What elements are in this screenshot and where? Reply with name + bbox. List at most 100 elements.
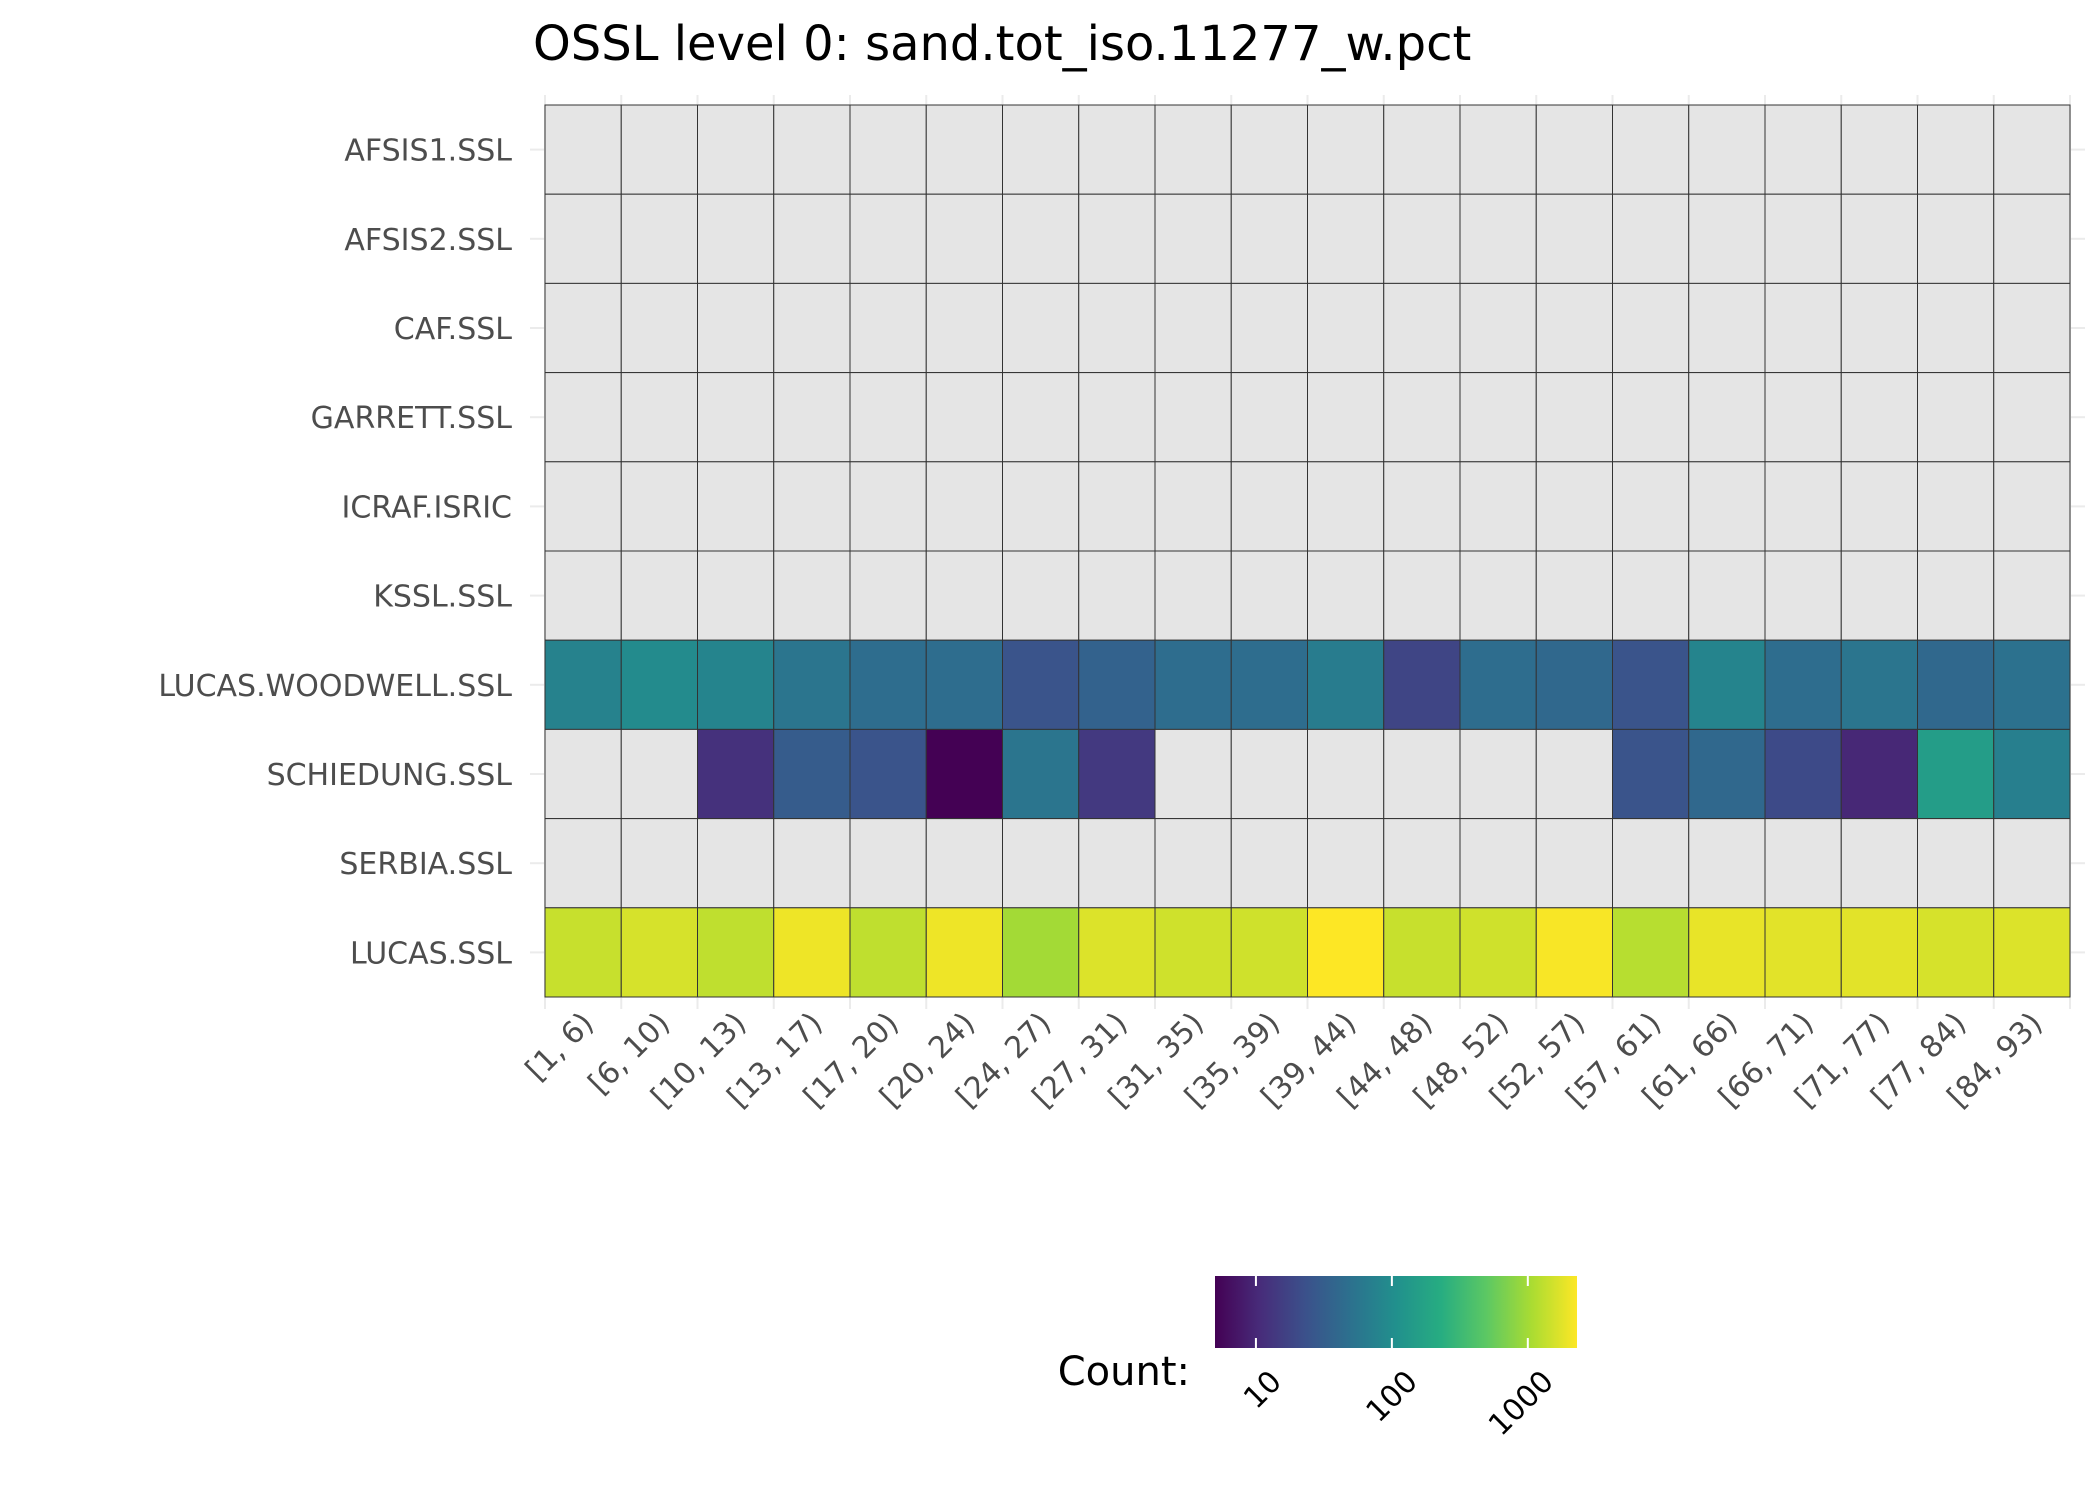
heatmap-cell <box>1840 104 1918 195</box>
heatmap-cell <box>1459 818 1537 909</box>
heatmap-cell <box>1993 372 2071 463</box>
heatmap-cell <box>1993 728 2071 820</box>
y-tick-label: AFSIS1.SSL <box>344 134 512 169</box>
heatmap-cell <box>544 372 622 463</box>
heatmap-cell <box>773 282 851 374</box>
colorbar-tick-label: 100 <box>1360 1364 1425 1429</box>
heatmap-cell <box>1917 461 1995 552</box>
heatmap-cell <box>1307 104 1385 195</box>
heatmap-cell <box>1764 639 1842 730</box>
heatmap-cell <box>1230 372 1308 463</box>
heatmap-cell <box>1383 104 1461 195</box>
heatmap-cell <box>1307 461 1385 552</box>
heatmap-cell <box>773 728 851 820</box>
heatmap-cell <box>1993 907 2071 998</box>
heatmap-cell <box>1230 907 1308 998</box>
heatmap-cell <box>1688 193 1766 284</box>
heatmap-cell <box>849 907 927 998</box>
heatmap-cell <box>1002 282 1080 374</box>
y-tick-label: SERBIA.SSL <box>339 847 512 882</box>
heatmap-cell <box>1307 550 1385 641</box>
heatmap-cell <box>1002 907 1080 998</box>
y-tick-label: CAF.SSL <box>394 312 513 347</box>
heatmap-cell <box>1154 193 1232 284</box>
heatmap-cell <box>1993 193 2071 284</box>
y-tick-label: LUCAS.SSL <box>350 936 512 971</box>
heatmap-cell <box>1459 282 1537 374</box>
heatmap-cell <box>849 728 927 820</box>
heatmap-cell <box>1002 104 1080 195</box>
heatmap-cell <box>1002 728 1080 820</box>
heatmap-cell <box>773 550 851 641</box>
heatmap-cell <box>1154 639 1232 730</box>
heatmap-cell <box>1612 104 1690 195</box>
heatmap-cell <box>1383 818 1461 909</box>
heatmap-cell <box>1002 550 1080 641</box>
heatmap-cell <box>1840 639 1918 730</box>
heatmap-cell <box>1840 818 1918 909</box>
y-axis-tick-labels: AFSIS1.SSL AFSIS2.SSL CAF.SSL GARRETT.SSL IC… <box>158 134 512 972</box>
heatmap-cell <box>1535 193 1613 284</box>
heatmap-cell <box>1383 728 1461 820</box>
heatmap-cell <box>1307 907 1385 998</box>
heatmap-cell <box>1917 282 1995 374</box>
heatmap-cell <box>1688 282 1766 374</box>
color-legend: Count: 10 100 1000 <box>1058 1276 1577 1443</box>
heatmap-cell <box>849 282 927 374</box>
heatmap-cell <box>544 639 622 730</box>
heatmap-cell <box>925 550 1003 641</box>
heatmap-cell <box>1535 550 1613 641</box>
heatmap-cell <box>1078 818 1156 909</box>
heatmap-cell <box>1993 639 2071 730</box>
heatmap-cell <box>925 372 1003 463</box>
heatmap-cell <box>697 818 775 909</box>
heatmap-cell <box>849 461 927 552</box>
heatmap-cell <box>925 639 1003 730</box>
heatmap-cell <box>697 104 775 195</box>
heatmap-cell <box>1917 104 1995 195</box>
heatmap-cell <box>925 104 1003 195</box>
heatmap-cell <box>1535 282 1613 374</box>
heatmap-cell <box>1078 193 1156 284</box>
heatmap-cell <box>1230 818 1308 909</box>
heatmap-cell <box>849 639 927 730</box>
heatmap-cell <box>544 104 622 195</box>
heatmap-cell <box>1078 550 1156 641</box>
heatmap-cell <box>1459 104 1537 195</box>
heatmap-cell <box>620 104 698 195</box>
heatmap-cell <box>1688 907 1766 998</box>
heatmap-cell <box>1154 907 1232 998</box>
heatmap-cell <box>1993 282 2071 374</box>
heatmap-cell <box>1002 818 1080 909</box>
heatmap-cell <box>620 282 698 374</box>
heatmap-cell <box>1002 639 1080 730</box>
heatmap-cell <box>1612 550 1690 641</box>
heatmap-cell <box>1002 461 1080 552</box>
heatmap-cell <box>1230 728 1308 820</box>
colorbar-tick-label: 1000 <box>1482 1364 1561 1443</box>
y-tick-label: ICRAF.ISRIC <box>342 490 512 525</box>
colorbar-tick-label: 10 <box>1237 1364 1289 1416</box>
heatmap-cell <box>773 907 851 998</box>
heatmap-cell <box>544 728 622 820</box>
heatmap-cell <box>1764 728 1842 820</box>
heatmap-cell <box>1383 461 1461 552</box>
heatmap-cell <box>1230 282 1308 374</box>
heatmap-cell <box>1307 282 1385 374</box>
heatmap-cell <box>1230 550 1308 641</box>
colorbar <box>1215 1276 1577 1348</box>
y-tick-label: GARRETT.SSL <box>311 401 513 436</box>
heatmap-cell <box>1840 907 1918 998</box>
heatmap-cell <box>1688 818 1766 909</box>
heatmap-cell <box>697 282 775 374</box>
heatmap-cell <box>1230 639 1308 730</box>
heatmap-cell <box>1230 104 1308 195</box>
heatmap-cell <box>1917 639 1995 730</box>
heatmap-cell <box>849 818 927 909</box>
heatmap-cell <box>1535 372 1613 463</box>
heatmap-cell <box>1459 639 1537 730</box>
heatmap-cell <box>1764 818 1842 909</box>
heatmap-cell <box>1840 193 1918 284</box>
heatmap-cell <box>1840 282 1918 374</box>
